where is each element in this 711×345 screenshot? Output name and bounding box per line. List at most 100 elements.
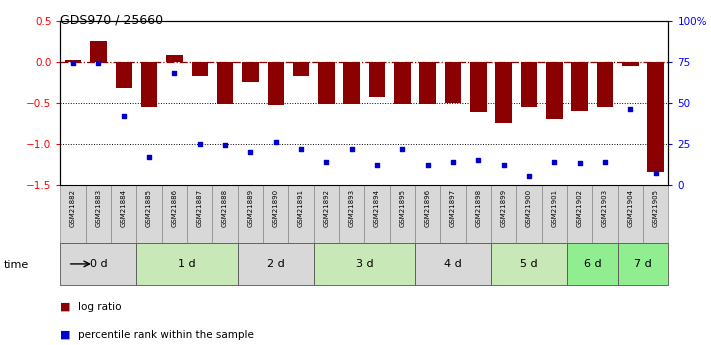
- Bar: [520, 62, 538, 107]
- Bar: [491, 185, 516, 243]
- Point: [599, 159, 611, 165]
- Text: GSM21884: GSM21884: [121, 189, 127, 227]
- Text: GSM21885: GSM21885: [146, 189, 152, 227]
- Text: GSM21896: GSM21896: [424, 189, 431, 227]
- Text: GSM21882: GSM21882: [70, 189, 76, 227]
- Text: 2 d: 2 d: [267, 259, 284, 269]
- Bar: [470, 62, 486, 112]
- Bar: [343, 62, 360, 104]
- Bar: [390, 185, 415, 243]
- Point: [118, 113, 129, 119]
- Bar: [419, 62, 436, 104]
- Bar: [542, 185, 567, 243]
- Text: 5 d: 5 d: [520, 259, 538, 269]
- Bar: [293, 62, 309, 77]
- Point: [144, 154, 155, 159]
- Bar: [445, 62, 461, 103]
- Point: [574, 160, 585, 166]
- Text: 1 d: 1 d: [178, 259, 196, 269]
- Bar: [217, 62, 233, 104]
- Bar: [592, 185, 618, 243]
- Point: [92, 61, 104, 66]
- Bar: [263, 185, 289, 243]
- Point: [422, 162, 434, 168]
- Bar: [162, 185, 187, 243]
- Text: 0 d: 0 d: [90, 259, 107, 269]
- Bar: [86, 185, 111, 243]
- Bar: [516, 185, 542, 243]
- Text: GSM21900: GSM21900: [526, 189, 532, 227]
- Text: GSM21905: GSM21905: [653, 189, 658, 227]
- Text: GSM21903: GSM21903: [602, 189, 608, 227]
- Point: [295, 146, 306, 151]
- Text: percentile rank within the sample: percentile rank within the sample: [78, 330, 254, 339]
- Text: GSM21886: GSM21886: [171, 189, 178, 227]
- Bar: [237, 243, 314, 285]
- Bar: [364, 185, 390, 243]
- Bar: [137, 185, 162, 243]
- Bar: [237, 185, 263, 243]
- Point: [270, 139, 282, 145]
- Text: GSM21888: GSM21888: [222, 189, 228, 227]
- Text: 7 d: 7 d: [634, 259, 652, 269]
- Text: GSM21883: GSM21883: [95, 189, 102, 227]
- Point: [169, 70, 180, 76]
- Text: GDS970 / 25660: GDS970 / 25660: [60, 13, 164, 26]
- Point: [397, 146, 408, 151]
- Point: [321, 159, 332, 165]
- Bar: [622, 62, 638, 66]
- Point: [220, 142, 231, 148]
- Point: [68, 61, 79, 66]
- Text: log ratio: log ratio: [78, 302, 122, 312]
- Point: [371, 162, 383, 168]
- Bar: [60, 243, 137, 285]
- Bar: [141, 62, 157, 107]
- Text: GSM21891: GSM21891: [298, 189, 304, 227]
- Point: [346, 146, 358, 151]
- Bar: [137, 243, 237, 285]
- Bar: [289, 185, 314, 243]
- Bar: [415, 185, 440, 243]
- Bar: [618, 243, 668, 285]
- Text: GSM21894: GSM21894: [374, 189, 380, 227]
- Text: GSM21893: GSM21893: [348, 189, 355, 227]
- Bar: [643, 185, 668, 243]
- Text: GSM21904: GSM21904: [627, 189, 634, 227]
- Bar: [618, 185, 643, 243]
- Bar: [213, 185, 237, 243]
- Text: GSM21901: GSM21901: [551, 189, 557, 227]
- Bar: [572, 62, 588, 111]
- Point: [473, 157, 484, 163]
- Bar: [90, 41, 107, 62]
- Point: [549, 159, 560, 165]
- Point: [625, 107, 636, 112]
- Bar: [415, 243, 491, 285]
- Point: [498, 162, 509, 168]
- Bar: [267, 62, 284, 105]
- Bar: [567, 243, 618, 285]
- Bar: [191, 62, 208, 77]
- Point: [194, 141, 205, 146]
- Bar: [339, 185, 365, 243]
- Point: [245, 149, 256, 155]
- Text: GSM21887: GSM21887: [197, 189, 203, 227]
- Text: GSM21895: GSM21895: [400, 189, 405, 227]
- Text: GSM21892: GSM21892: [324, 189, 329, 227]
- Text: time: time: [4, 260, 29, 270]
- Bar: [314, 185, 339, 243]
- Bar: [187, 185, 213, 243]
- Text: GSM21898: GSM21898: [476, 189, 481, 227]
- Bar: [111, 185, 137, 243]
- Bar: [567, 185, 592, 243]
- Bar: [65, 60, 81, 62]
- Bar: [496, 62, 512, 123]
- Bar: [115, 62, 132, 88]
- Bar: [166, 55, 183, 62]
- Text: 4 d: 4 d: [444, 259, 462, 269]
- Text: 6 d: 6 d: [584, 259, 602, 269]
- Point: [650, 170, 661, 176]
- Bar: [466, 185, 491, 243]
- Text: GSM21902: GSM21902: [577, 189, 583, 227]
- Bar: [648, 62, 664, 172]
- Bar: [242, 62, 259, 82]
